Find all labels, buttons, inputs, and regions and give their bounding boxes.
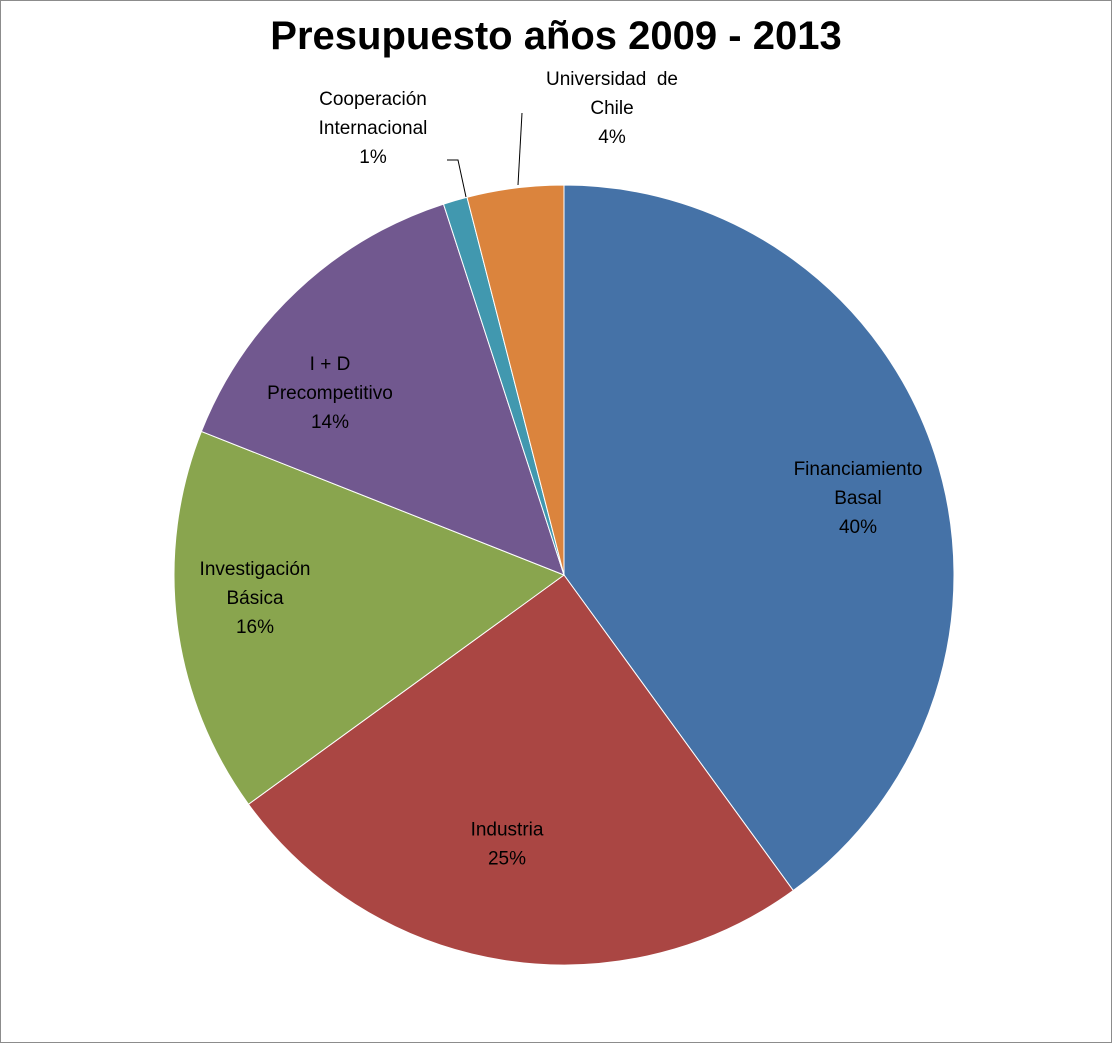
slice-label-financiamiento-basal: Financiamiento Basal 40%: [794, 459, 923, 538]
slice-name-label: Universidad de: [546, 69, 678, 90]
slice-name-label: Investigación: [200, 559, 311, 580]
slice-name-label: Internacional: [319, 118, 428, 139]
slice-percent-label: 16%: [236, 617, 274, 638]
pie-slice-investigacion-basica: [173, 430, 566, 805]
slice-percent-label: 25%: [488, 849, 526, 870]
slice-percent-label: 14%: [311, 412, 349, 433]
slice-name-label: Básica: [226, 588, 283, 609]
chart-title: Presupuesto años 2009 - 2013: [270, 14, 842, 58]
slice-name-label: Precompetitivo: [267, 383, 393, 404]
slice-label-investigacion-basica: Investigación Básica 16%: [200, 559, 311, 638]
slice-name-label: Chile: [590, 98, 633, 119]
slice-name-label: Cooperación: [319, 89, 427, 110]
pie-slice-financiamiento-basal: [563, 184, 955, 892]
slice-name-label: Financiamiento: [794, 459, 923, 480]
slice-label-i-d-precompetitivo: I + D Precompetitivo 14%: [267, 354, 393, 433]
pie-slice-universidad-de-chile: [466, 184, 565, 576]
slice-name-label: Industria: [471, 820, 544, 841]
leader-line-cooperacion-internacional: [447, 159, 467, 198]
slice-percent-label: 4%: [598, 127, 626, 148]
slice-label-cooperacion-internacional: Cooperación Internacional 1%: [319, 89, 428, 168]
leader-line-universidad-de-chile: [517, 112, 523, 186]
slice-label-universidad-de-chile: Universidad de Chile 4%: [546, 69, 678, 148]
slice-name-label: I + D: [310, 354, 351, 375]
pie-slice-industria: [247, 574, 794, 966]
slice-percent-label: 1%: [359, 147, 387, 168]
slice-name-label: Basal: [834, 488, 882, 509]
slice-label-industria: Industria 25%: [471, 820, 544, 870]
slice-percent-label: 40%: [839, 517, 877, 538]
